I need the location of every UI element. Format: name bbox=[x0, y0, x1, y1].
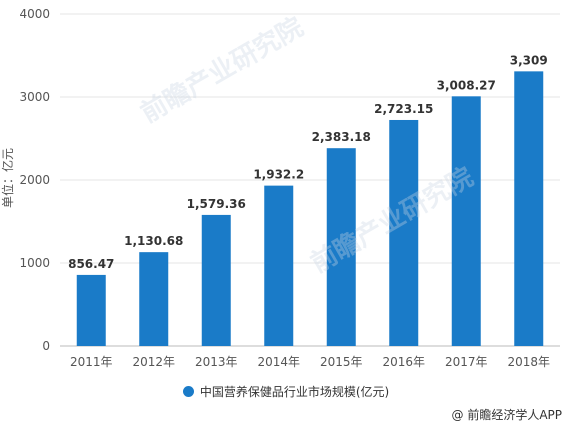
value-labels: 856.47 1,130.68 1,579.36 1,932.2 2,383.182,7… bbox=[68, 53, 548, 271]
bars bbox=[76, 71, 544, 347]
data-label: 856.47 bbox=[68, 257, 114, 271]
bar-chart: 0 1000 2000 3000 4000 单位：亿元 856.47 1,130.68 1,… bbox=[0, 7, 560, 369]
bar[interactable] bbox=[201, 214, 231, 346]
data-label: 1,130.68 bbox=[124, 234, 183, 248]
data-label: 1,932.2 bbox=[253, 168, 304, 182]
legend[interactable]: 中国营养保健品行业市场规模(亿元) bbox=[0, 383, 572, 400]
bar[interactable] bbox=[451, 96, 481, 346]
bar[interactable] bbox=[326, 148, 356, 346]
x-tick-label: 2017年 bbox=[445, 355, 488, 369]
data-label: 1,579.36 bbox=[187, 197, 246, 211]
data-label: 2,383.18 bbox=[312, 130, 371, 144]
x-tick-label: 2011年 bbox=[70, 355, 113, 369]
x-tick-labels: 2011年 2012年 2013年 2014年 2015年 2016年 2017年 2018年 bbox=[70, 355, 550, 369]
bar[interactable] bbox=[264, 185, 294, 346]
legend-label: 中国营养保健品行业市场规模(亿元) bbox=[199, 385, 390, 399]
y-tick-label: 1000 bbox=[19, 256, 50, 270]
bar[interactable] bbox=[514, 71, 544, 346]
x-tick-label: 2018年 bbox=[507, 355, 550, 369]
bar[interactable] bbox=[389, 119, 419, 347]
source-credit: @ 前瞻经济学人APP bbox=[451, 408, 563, 422]
y-tick-label: 4000 bbox=[19, 7, 50, 21]
data-label: 3,008.27 bbox=[437, 78, 496, 92]
y-axis-label: 单位：亿元 bbox=[0, 148, 15, 208]
bar[interactable] bbox=[76, 274, 106, 346]
y-tick-label: 0 bbox=[42, 339, 50, 353]
x-tick-label: 2013年 bbox=[195, 355, 238, 369]
legend-marker bbox=[182, 386, 194, 397]
y-tick-labels: 0 1000 2000 3000 4000 bbox=[19, 7, 50, 353]
y-tick-label: 2000 bbox=[19, 173, 50, 187]
data-label: 2,723.15 bbox=[374, 102, 433, 116]
gridlines bbox=[60, 13, 560, 347]
data-label: 3,309 bbox=[510, 53, 548, 67]
x-tick-label: 2015年 bbox=[320, 355, 363, 369]
bar[interactable] bbox=[139, 252, 169, 346]
y-tick-label: 3000 bbox=[19, 90, 50, 104]
x-tick-label: 2014年 bbox=[257, 355, 300, 369]
x-tick-label: 2016年 bbox=[382, 355, 425, 369]
x-tick-label: 2012年 bbox=[132, 355, 175, 369]
